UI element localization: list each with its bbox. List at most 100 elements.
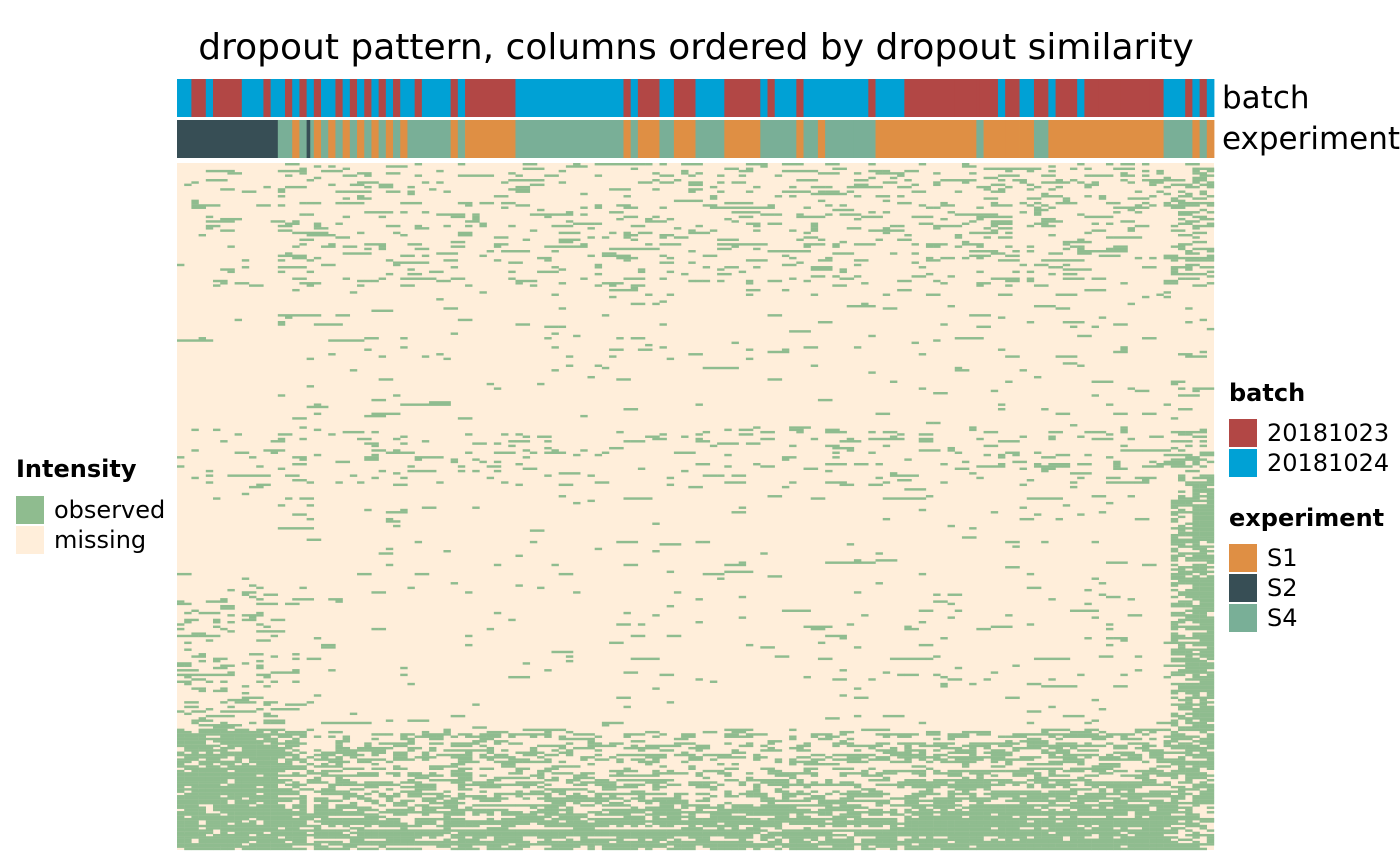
observed-cell [357,829,365,832]
batch-cell-62 [1185,79,1193,117]
observed-cell [918,387,927,390]
observed-cell [472,442,487,445]
observed-cell [587,746,595,750]
observed-cell [198,774,214,777]
observed-cell [479,201,495,205]
observed-cell [263,776,271,780]
observed-cell [1206,820,1215,823]
observed-cell [321,804,329,807]
observed-cell [1069,815,1078,819]
observed-cell [904,811,912,814]
observed-cell [342,252,372,255]
observed-cell [436,824,451,828]
observed-cell [407,185,415,189]
observed-cell [277,797,286,800]
observed-cell [976,270,984,274]
observed-cell [213,760,221,764]
observed-cell [1170,540,1186,544]
observed-cell [277,815,293,819]
observed-cell [983,746,991,750]
observed-cell [220,701,228,704]
observed-cell [1105,637,1114,640]
observed-cell [1019,483,1027,487]
observed-cell [328,831,343,835]
observed-cell [249,721,257,725]
observed-cell [1055,781,1063,784]
observed-cell [1192,625,1200,629]
experiment-cell-3 [299,120,308,158]
observed-cell [947,678,963,681]
observed-cell [270,634,279,638]
observed-cell [990,792,1013,796]
observed-cell [681,806,689,809]
observed-cell [688,783,703,787]
observed-cell [969,527,977,530]
observed-cell [1199,698,1207,702]
observed-cell [904,625,912,629]
observed-cell [184,808,192,812]
observed-cell [429,836,437,839]
observed-cell [443,357,451,361]
observed-cell [342,817,351,821]
observed-cell [933,753,948,757]
observed-cell [1170,504,1179,507]
observed-cell [1062,321,1085,324]
observed-cell [198,746,206,750]
observed-cell [349,712,358,716]
observed-cell [717,577,725,580]
observed-cell [371,785,379,789]
observed-cell [940,838,955,841]
observed-cell [1199,765,1215,768]
observed-cell [976,804,991,807]
observed-cell [760,213,775,216]
observed-cell [846,304,876,308]
observed-cell [767,799,775,803]
observed-cell [1048,820,1056,823]
observed-cell [1084,195,1092,198]
observed-cell [1012,792,1042,796]
observed-cell [205,795,221,798]
observed-cell [609,795,617,798]
observed-cell [1005,795,1013,798]
observed-cell [256,673,271,677]
experiment-cell-33 [803,120,819,158]
observed-cell [976,215,1013,219]
experiment-cell-45 [1048,120,1150,158]
observed-cell [997,293,1013,296]
observed-cell [457,174,495,177]
observed-cell [918,721,927,725]
observed-cell [393,524,401,528]
observed-cell [349,291,358,294]
observed-cell [789,728,797,732]
batch-cell-32 [659,79,675,117]
experiment-cell-49 [1199,120,1208,158]
observed-cell [551,820,559,823]
observed-cell [645,824,653,828]
observed-cell [1134,785,1143,789]
observed-cell [609,247,660,251]
observed-cell [1062,758,1071,761]
observed-cell [277,820,286,823]
observed-cell [227,245,235,248]
observed-cell [1127,806,1150,809]
observed-cell [184,760,192,764]
observed-cell [285,813,293,816]
observed-cell [529,792,538,796]
observed-cell [558,325,567,329]
observed-cell [393,172,401,175]
observed-cell [1192,584,1200,587]
observed-cell [400,790,423,793]
observed-cell [810,772,819,775]
observed-cell [745,169,754,173]
observed-cell [213,806,221,809]
observed-cell [270,790,286,793]
observed-cell [1055,762,1063,766]
observed-cell [947,446,955,450]
observed-cell [321,769,329,773]
observed-cell [853,833,876,837]
observed-cell [328,783,343,787]
observed-cell [1192,714,1200,718]
observed-cell [270,836,279,839]
observed-cell [695,804,711,807]
observed-cell [1077,435,1085,438]
